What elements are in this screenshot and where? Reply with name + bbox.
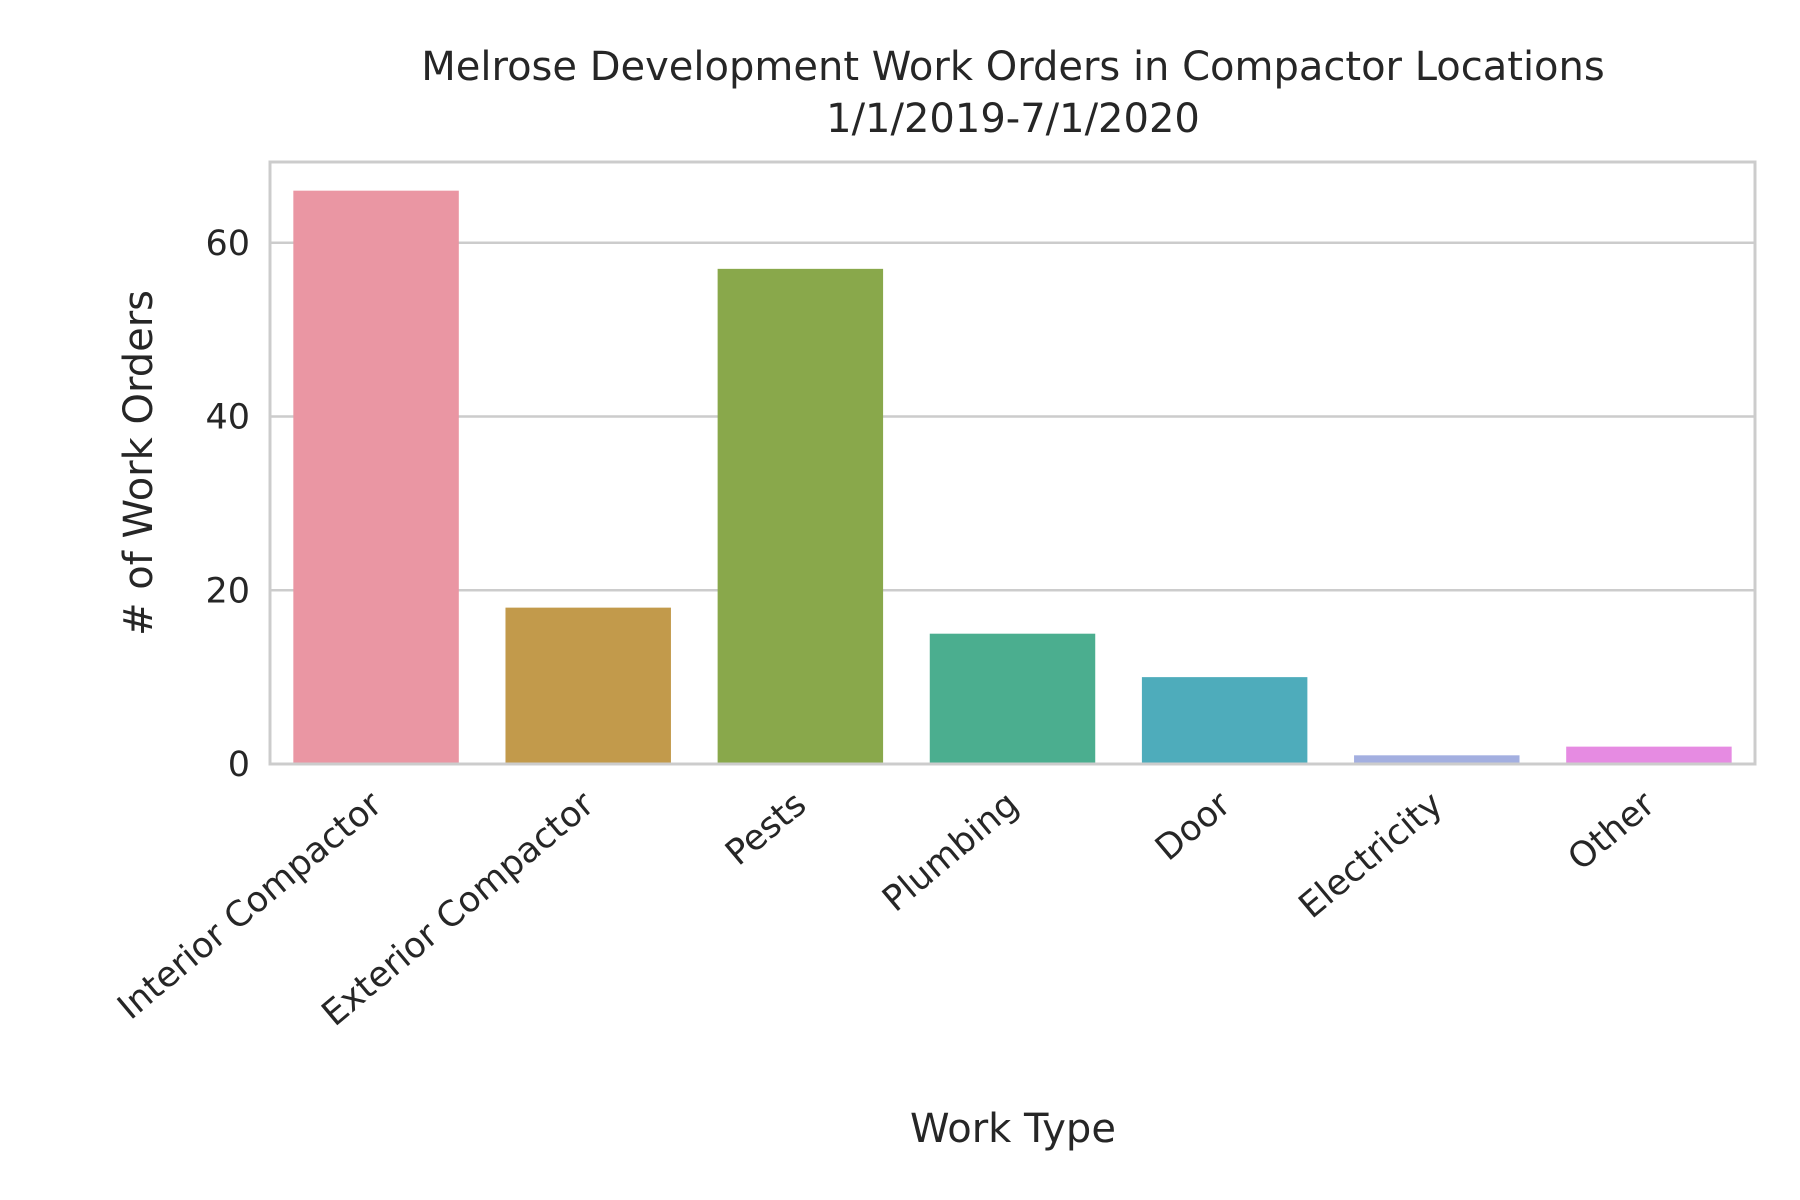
x-tick-label: Pests [718, 784, 814, 874]
bar-door [1141, 677, 1308, 764]
bars [293, 190, 1732, 764]
x-axis-label: Work Type [910, 1106, 1116, 1152]
y-tick-label: 0 [228, 745, 250, 785]
chart-title: Melrose Development Work Orders in Compa… [421, 44, 1604, 90]
x-tick-label: Other [1561, 784, 1663, 879]
bar-other [1566, 746, 1732, 764]
y-tick-label: 40 [205, 398, 250, 438]
bar-electricity [1354, 755, 1520, 764]
x-tick-label: Door [1148, 784, 1239, 869]
chart-subtitle: 1/1/2019-7/1/2020 [826, 96, 1200, 142]
bar-pests [717, 268, 884, 764]
bar-exterior-compactor [505, 607, 671, 764]
bar-plumbing [929, 633, 1096, 764]
y-axis-label: # of Work Orders [116, 290, 162, 636]
y-tick-label: 20 [205, 571, 250, 611]
x-tick-label: Plumbing [875, 784, 1026, 920]
plot-frame [268, 160, 1757, 766]
bar-interior-compactor [293, 190, 459, 764]
x-tick-label: Electricity [1292, 784, 1451, 926]
y-tick-labels: 0 20 40 60 [205, 224, 250, 785]
y-tick-label: 60 [205, 224, 250, 264]
